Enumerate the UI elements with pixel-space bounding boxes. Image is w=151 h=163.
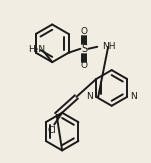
Text: Cl: Cl bbox=[48, 126, 57, 135]
Text: O: O bbox=[81, 61, 88, 70]
Text: N: N bbox=[130, 92, 137, 101]
Text: O: O bbox=[81, 27, 88, 36]
Text: H₂N: H₂N bbox=[28, 45, 45, 54]
Text: NH: NH bbox=[102, 42, 116, 51]
Text: N: N bbox=[87, 92, 93, 101]
Text: S: S bbox=[81, 44, 87, 54]
